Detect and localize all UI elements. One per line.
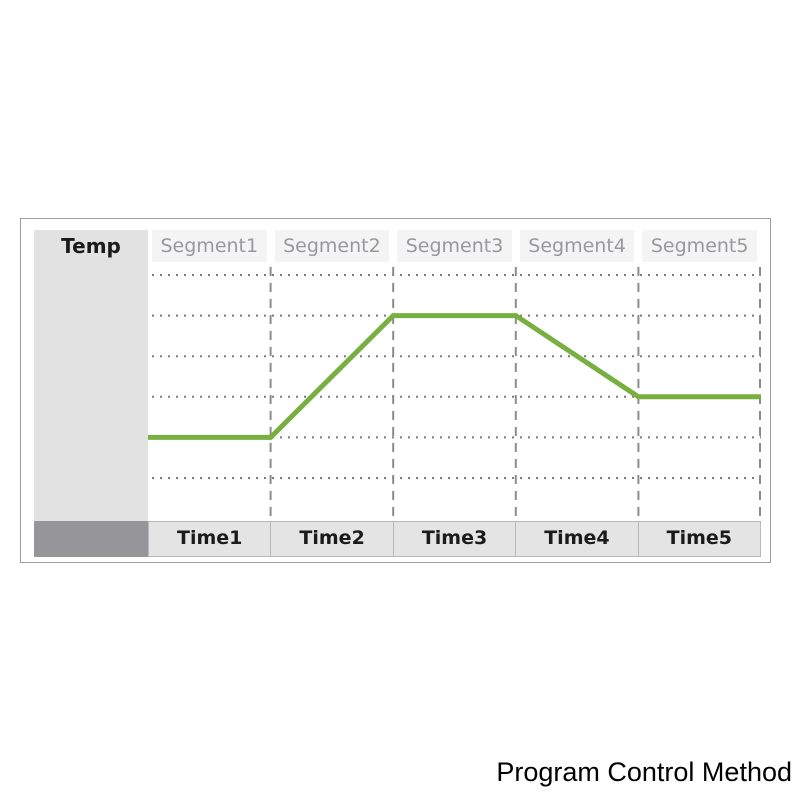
time-cell-1: Time1: [177, 527, 243, 549]
segment-header-1: Segment1: [152, 230, 267, 262]
segment-header-3: Segment3: [397, 230, 512, 262]
temp-axis-label: Temp: [61, 234, 121, 258]
segment-header-row: Segment1 Segment2 Segment3 Segment4 Segm…: [148, 230, 761, 262]
time-cell-2: Time2: [270, 522, 392, 556]
corner-cell: [34, 521, 148, 557]
segment-header-4: Segment4: [519, 230, 635, 262]
plot-area: [148, 267, 761, 521]
time-cell-4: Time4: [515, 522, 637, 556]
segment-header-5: Segment5: [642, 230, 757, 262]
temperature-profile-line: [148, 313, 761, 440]
time-axis-row: Time1 Time2 Time3 Time4 Time5: [148, 521, 761, 557]
time-cell-3: Time3: [392, 522, 515, 556]
segment-header-2: Segment2: [274, 230, 390, 262]
caption: Program Control Method: [496, 757, 792, 787]
diagram-frame: Temp Segment1 Segment2 Segment3 Segment4…: [20, 218, 771, 563]
temp-axis-cell: Temp: [34, 230, 148, 521]
time-cell-5: Time5: [637, 522, 760, 556]
